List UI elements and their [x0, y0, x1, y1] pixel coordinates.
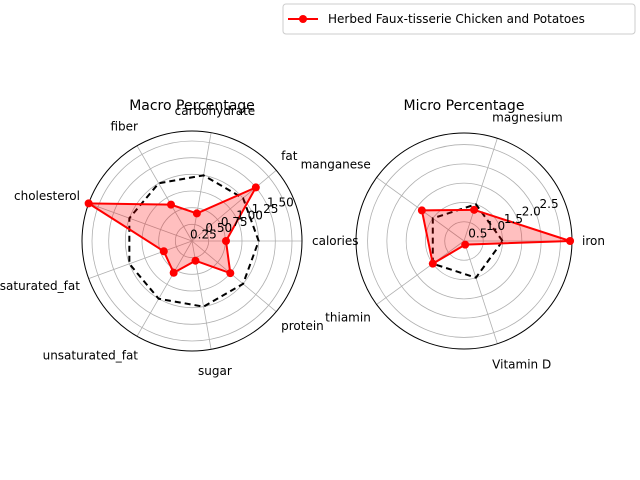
micro-reference-line [431, 203, 504, 279]
macro-radial-tick-label: 1.00 [236, 208, 263, 222]
micro-grid-spoke [376, 240, 465, 305]
macro-chart-title: Macro Percentage [129, 98, 255, 114]
micro-data-point [461, 240, 470, 249]
micro-radial-tick-label: 1.5 [504, 212, 523, 226]
legend-marker-swatch [299, 15, 307, 23]
macro-data-point [84, 199, 93, 208]
micro-category-label: iron [582, 234, 605, 248]
macro-grid-spoke [191, 169, 277, 242]
macro-category-label: unsaturated_fat [43, 348, 139, 362]
micro-grid-spoke [463, 138, 498, 242]
micro-grid-spoke [463, 240, 498, 344]
macro-category-label: carbohydrate [175, 104, 256, 118]
micro-category-label: magnesium [492, 110, 563, 124]
macro-category-label: calories [312, 234, 359, 248]
micro-data-point [417, 206, 426, 215]
macro-grid-spoke [88, 203, 193, 242]
micro-category-label: thiamin [325, 310, 371, 324]
macro-grid-spoke [191, 132, 212, 242]
micro-data-point [470, 205, 479, 214]
micro-radial-tick-label: 2.5 [540, 197, 559, 211]
micro-radial-tick-label: 0.5 [468, 227, 487, 241]
macro-series-line [85, 185, 259, 275]
macro-radar-chart: Macro Percentage 0.250.500.751.001.251.5… [0, 98, 359, 378]
macro-data-point [191, 256, 200, 265]
micro-category-label: manganese [301, 158, 371, 172]
macro-data-point [167, 200, 175, 209]
macro-radial-tick-label: 0.25 [190, 228, 217, 242]
micro-series-line [420, 208, 571, 266]
macro-category-label: protein [281, 319, 324, 333]
macro-category-label: cholesterol [14, 189, 80, 203]
micro-data-point [566, 237, 575, 245]
micro-radial-tick-label: 1.0 [486, 219, 505, 233]
macro-data-point [226, 269, 235, 278]
macro-data-point [169, 268, 178, 277]
macro-radial-tick-label: 1.50 [267, 196, 294, 210]
macro-radial-tick-label: 0.75 [221, 215, 248, 229]
micro-chart-title: Micro Percentage [404, 98, 525, 114]
macro-grid-spoke [191, 240, 277, 313]
macro-category-label: saturated_fat [0, 279, 80, 293]
legend-frame [282, 3, 636, 35]
macro-grid-spoke [88, 240, 193, 279]
legend-label: Herbed Faux-tisserie Chicken and Potatoe… [328, 12, 585, 26]
macro-reference-line [128, 174, 260, 308]
macro-grid-spoke [136, 145, 193, 242]
micro-radial-tick-label: 2.0 [522, 204, 541, 218]
macro-data-point [251, 183, 260, 192]
macro-radial-tick-label: 0.50 [205, 221, 232, 235]
macro-data-point [192, 209, 201, 218]
macro-category-label: sugar [198, 364, 232, 378]
macro-radial-tick-label: 1.25 [252, 202, 279, 216]
micro-category-label: Vitamin D [492, 358, 551, 372]
micro-series-area [421, 209, 571, 264]
macro-category-label: fiber [111, 120, 139, 134]
macro-data-point [222, 237, 230, 245]
macro-category-label: fat [281, 149, 298, 163]
legend: Herbed Faux-tisserie Chicken and Potatoe… [282, 3, 636, 35]
macro-data-point [159, 247, 168, 256]
macro-outer-frame [81, 130, 303, 352]
micro-data-point [428, 259, 437, 268]
macro-grid-spoke [136, 240, 193, 337]
macro-series-area [88, 187, 256, 274]
micro-radar-chart: Micro Percentage 0.51.01.52.02.5 iron magn… [301, 98, 605, 372]
